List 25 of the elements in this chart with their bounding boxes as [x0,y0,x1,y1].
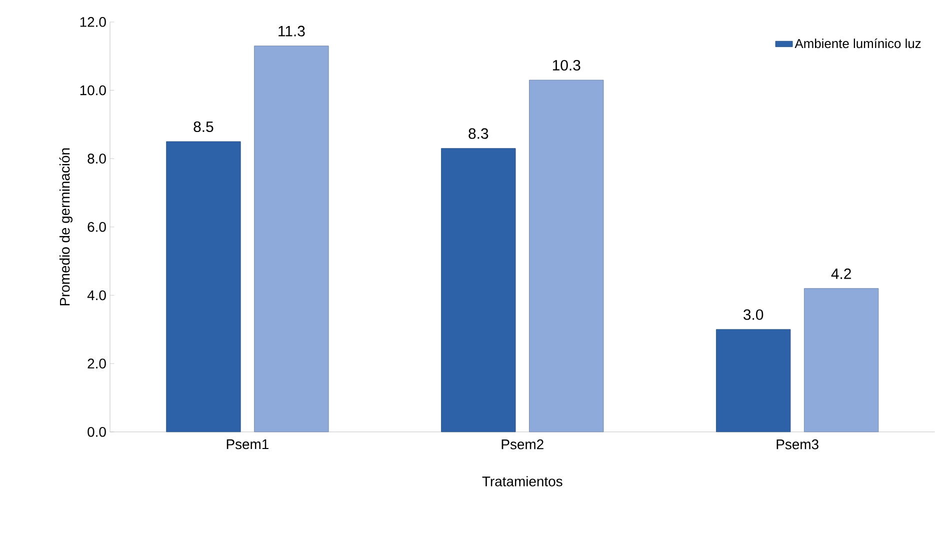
y-tick-label: 4.0 [87,290,106,300]
y-tick-label: 2.0 [88,358,106,369]
bar [166,141,241,432]
y-tick-label: 6.0 [88,222,106,232]
y-tick-label: 12.0 [80,17,106,27]
data-label: 10.3 [552,60,580,71]
data-label: 3.0 [744,309,764,320]
data-label: 8.5 [194,122,214,132]
bar [441,148,516,432]
data-label: 8.3 [468,128,488,139]
data-label: 4.2 [831,268,851,279]
y-tick-label: 8.0 [88,154,106,164]
bar [716,329,791,432]
bar [254,46,329,432]
y-axis-title: Promedio de germinación [59,148,72,306]
x-tick-label: Psem3 [776,439,818,450]
y-tick-label: 10.0 [80,85,106,96]
bar [804,288,879,432]
legend-label: Ambiente lumínico luz [794,38,921,48]
bar [529,80,604,432]
x-axis-title: Tratamientos [482,476,562,486]
x-tick-label: Psem1 [226,439,268,450]
x-tick-label: Psem2 [502,439,544,450]
y-tick-label: 0.0 [88,427,106,437]
data-label: 11.3 [278,26,305,36]
